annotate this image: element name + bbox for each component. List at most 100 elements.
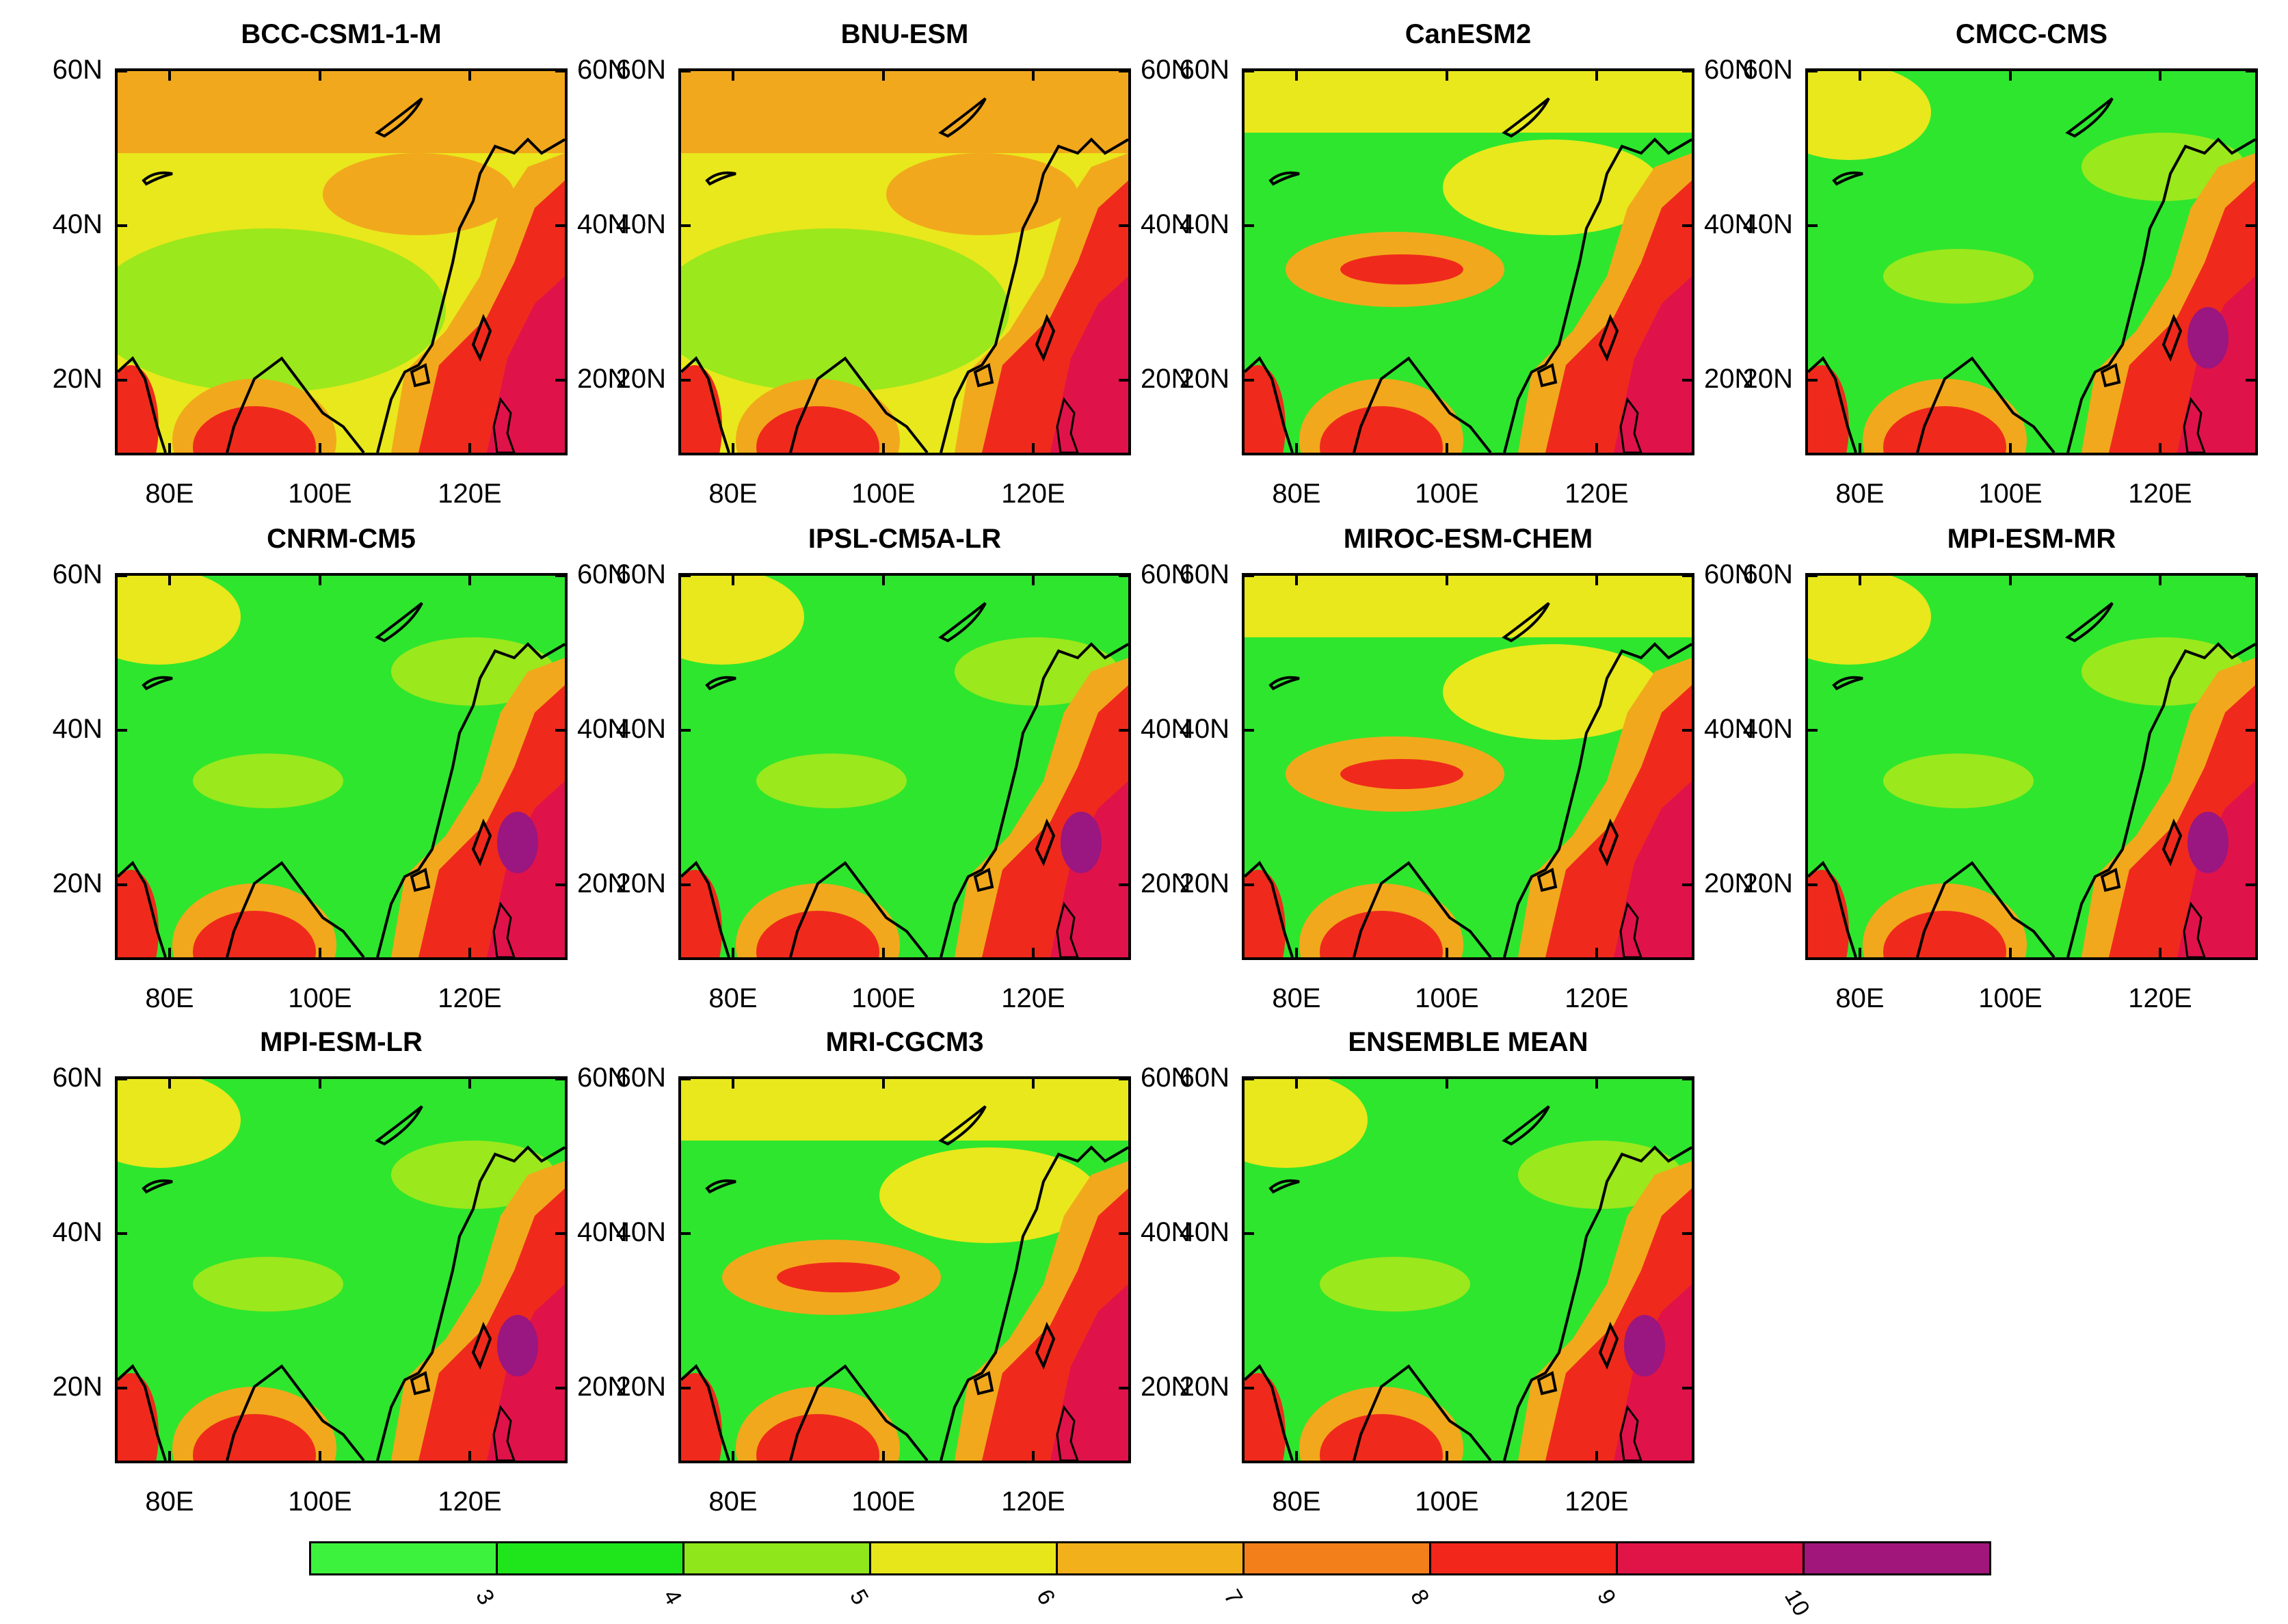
map-svg [118, 576, 565, 957]
map-panel: MIROC-ESM-CHEM 60N 60N 40N 40N 20N 20N 80E 100E… [1180, 524, 1755, 1013]
lon-label: 100E [1415, 983, 1479, 1013]
field-plateau [193, 754, 343, 808]
lon-label: 80E [708, 479, 758, 509]
lat-label: 20N [1179, 868, 1229, 898]
coastline [681, 642, 1128, 957]
coastline [1808, 137, 2255, 453]
lat-label: 40N [1141, 209, 1191, 239]
colorbar-swatch [498, 1543, 684, 1573]
field-east-max [2187, 812, 2229, 873]
lon-label: 120E [2128, 479, 2192, 509]
field-bay [756, 1414, 879, 1461]
field-mongolia [1443, 644, 1662, 740]
lat-label: 20N [1179, 364, 1229, 394]
coastline-philippines [1056, 901, 1079, 957]
field-bay [193, 406, 316, 453]
coastline-taiwan [1598, 1322, 1619, 1370]
field-bay [193, 911, 316, 957]
coastline-philippines [1056, 397, 1079, 453]
lake-baikal [938, 1105, 987, 1146]
lon-label: 120E [1565, 983, 1629, 1013]
coastline [118, 1145, 565, 1461]
lat-label: 60N [52, 1063, 103, 1093]
field-plateau-core [777, 1262, 900, 1292]
lat-label: 20N [1141, 1372, 1191, 1402]
map-panel: BCC-CSM1-1-M 60N 60N 40N 40N 20N 20N 80E 100E 12… [53, 19, 628, 509]
field-bay [1320, 1414, 1443, 1461]
lon-label: 80E [1835, 983, 1885, 1013]
lat-label: 60N [1179, 1063, 1229, 1093]
field-plateau [681, 228, 1009, 392]
lat-label: 20N [615, 1372, 666, 1402]
map-panel: CMCC-CMS 60N 40N 20N 80E 100E 120E [1743, 19, 2258, 509]
colorbar-swatch [1618, 1543, 1805, 1573]
lake-baikal [2065, 602, 2114, 643]
coastline-hainan [973, 868, 994, 892]
coastline-philippines [1619, 901, 1642, 957]
coastline-hainan [410, 868, 431, 892]
field-bay [1883, 911, 2006, 957]
lat-label: 20N [577, 1372, 628, 1402]
lake-baikal [938, 602, 987, 643]
colorbar-label: 3 [470, 1585, 500, 1610]
lat-label: 20N [615, 868, 666, 898]
lat-label: 60N [1179, 55, 1229, 85]
coastline-hainan [973, 1371, 994, 1396]
map-panel: MRI-CGCM3 60N 60N 40N 40N 20N 20N 80E 100E 120E [616, 1027, 1191, 1517]
colorbar-label: 7 [1218, 1585, 1248, 1610]
lat-label: 60N [615, 559, 666, 589]
coastline-philippines [2183, 901, 2206, 957]
lat-label: 60N [1742, 559, 1793, 589]
lon-label: 120E [1001, 1487, 1065, 1517]
lat-label: 20N [577, 364, 628, 394]
lat-label: 20N [1704, 364, 1755, 394]
lake-balkhash [1832, 171, 1863, 186]
lake-balkhash [705, 676, 736, 691]
lon-label: 80E [145, 1487, 194, 1517]
coastline-taiwan [471, 314, 492, 362]
map-svg [1245, 71, 1692, 453]
lat-label: 20N [1141, 364, 1191, 394]
lat-label: 60N [577, 1063, 628, 1093]
coastline-philippines [1056, 1405, 1079, 1461]
map-svg [1245, 1079, 1692, 1461]
panel-title: CanESM2 [1405, 19, 1532, 49]
map-svg [118, 1079, 565, 1461]
lat-label: 40N [1179, 209, 1229, 239]
map-svg [681, 576, 1128, 957]
coastline-philippines [492, 1405, 516, 1461]
lake-baikal [375, 97, 423, 138]
coastline-hainan [2100, 363, 2121, 388]
lon-label: 100E [288, 479, 352, 509]
lon-label: 80E [708, 983, 758, 1013]
field-northwest [1808, 71, 1931, 160]
coastline [1245, 137, 1692, 453]
lake-baikal [375, 1105, 423, 1146]
lat-label: 40N [1179, 714, 1229, 744]
coastline-hainan [2100, 868, 2121, 892]
lat-label: 60N [1141, 559, 1191, 589]
lake-baikal [2065, 97, 2114, 138]
map-area [115, 1076, 568, 1463]
panel-title: CNRM-CM5 [267, 524, 416, 554]
field-north [1245, 71, 1692, 133]
lat-label: 60N [615, 1063, 666, 1093]
panel-title: BCC-CSM1-1-M [241, 19, 442, 49]
lat-label: 40N [577, 209, 628, 239]
field-east-max [2187, 307, 2229, 369]
lat-label: 20N [52, 868, 103, 898]
lat-label: 20N [52, 1372, 103, 1402]
map-area [1805, 573, 2258, 960]
map-svg [681, 1079, 1128, 1461]
coastline-taiwan [471, 1322, 492, 1370]
lat-label: 20N [1179, 1372, 1229, 1402]
coastline-hainan [973, 363, 994, 388]
colorbar-label: 10 [1779, 1585, 1815, 1621]
lake-balkhash [1832, 676, 1863, 691]
field-east-max [497, 812, 538, 873]
colorbar-swatch [311, 1543, 498, 1573]
lon-label: 120E [1001, 983, 1065, 1013]
lon-label: 100E [851, 1487, 916, 1517]
coastline [681, 1145, 1128, 1461]
panel-title: MIROC-ESM-CHEM [1343, 524, 1593, 554]
